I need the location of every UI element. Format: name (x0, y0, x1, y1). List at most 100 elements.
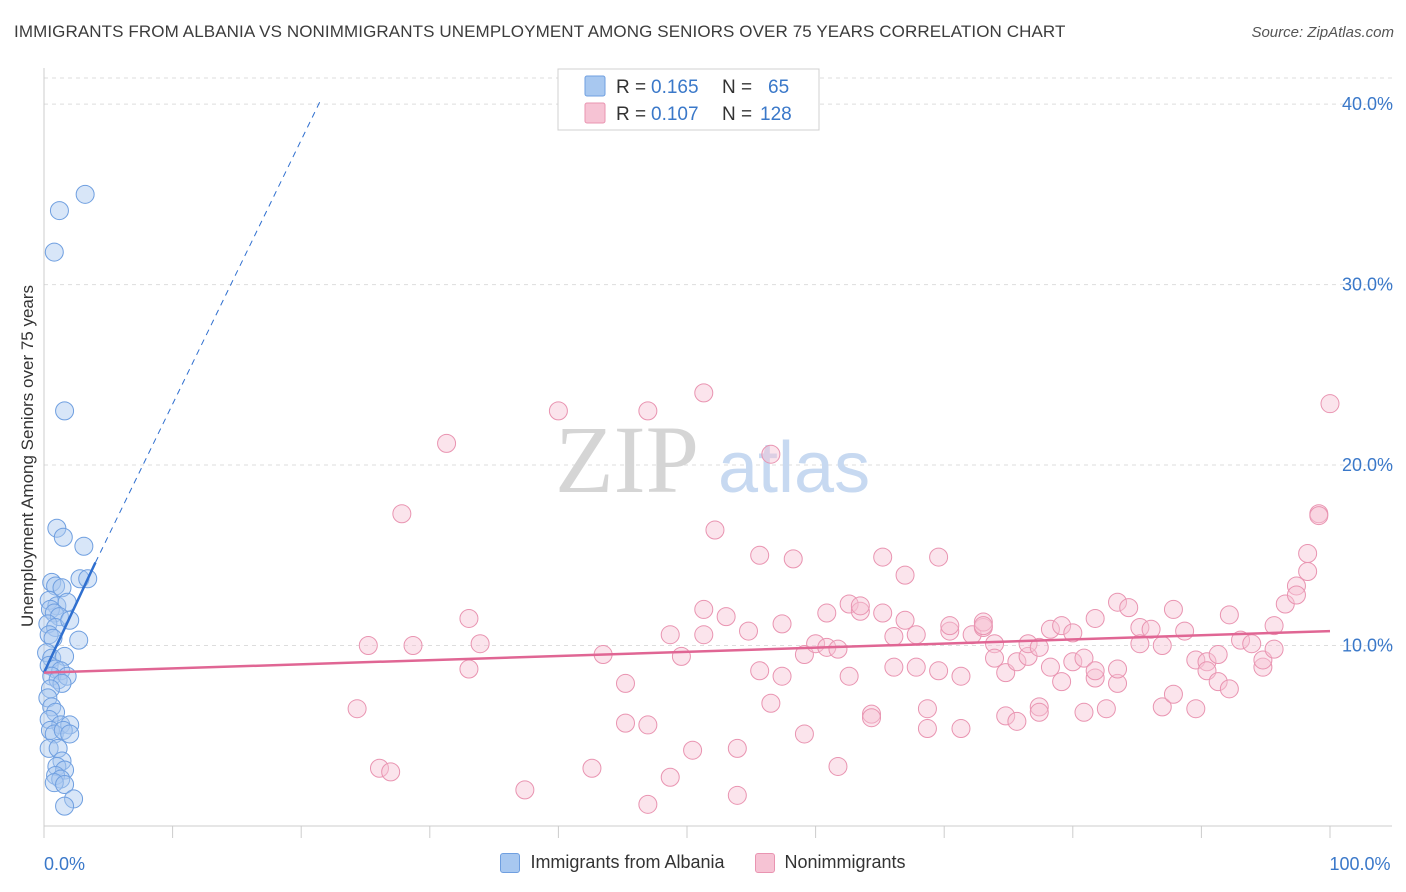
nonimmigrant-point (783, 549, 803, 569)
albania-point (53, 527, 73, 547)
legend-item-nonimmigrants[interactable]: Nonimmigrants (754, 852, 906, 873)
nonimmigrant-point (1298, 543, 1318, 563)
nonimmigrant-point (671, 646, 691, 666)
nonimmigrant-point (727, 785, 747, 805)
nonimmigrant-point (1108, 592, 1128, 612)
nonimmigrant-point (1175, 621, 1195, 641)
nonimmigrant-point (1029, 697, 1049, 717)
nonimmigrant-point (1242, 634, 1262, 654)
nonimmigrant-point (660, 625, 680, 645)
nonimmigrant-point (1264, 616, 1284, 636)
nonimmigrant-point (1163, 684, 1183, 704)
nonimmigrant-point (459, 659, 479, 679)
nonimmigrant-point (1063, 652, 1083, 672)
nonimmigrant-point (638, 715, 658, 735)
nonimmigrant-point (1052, 616, 1072, 636)
albania-point (49, 201, 69, 221)
watermark: ZIP atlas (555, 406, 870, 513)
nonimmigrant-point (1063, 623, 1083, 643)
nonimmigrant-point (985, 634, 1005, 654)
nonimmigrant-point (470, 634, 490, 654)
albania-point (69, 630, 89, 650)
nonimmigrant-point (515, 780, 535, 800)
nonimmigrant-point (839, 666, 859, 686)
nonimmigrant-point (1119, 598, 1139, 618)
nonimmigrant-point (1074, 702, 1094, 722)
nonimmigrant-point (750, 545, 770, 565)
y-tick-label: 20.0% (1342, 455, 1393, 475)
nonimmigrant-point (1096, 699, 1116, 719)
stats-r-label: R = (616, 104, 646, 125)
nonimmigrant-point (850, 596, 870, 616)
nonimmigrant-point (1074, 648, 1094, 668)
grid-lines (44, 77, 1392, 647)
nonimmigrant-point (638, 401, 658, 421)
albania-trend-extension (94, 100, 321, 563)
watermark-atlas: atlas (718, 428, 870, 508)
nonimmigrant-point (996, 706, 1016, 726)
nonimmigrant-point (347, 699, 367, 719)
nonimmigrant-point (694, 599, 714, 619)
albania-point (49, 607, 69, 627)
nonimmigrant-point (392, 504, 412, 524)
stats-box: R = 0.165 N = 65 R = 0.107 N = 128 (557, 68, 820, 131)
nonimmigrant-point (582, 758, 602, 778)
albania-point (75, 184, 95, 204)
nonimmigrant-point (917, 699, 937, 719)
nonimmigrant-point (772, 666, 792, 686)
albania-point (52, 578, 72, 598)
nonimmigrant-point (683, 740, 703, 760)
nonimmigrant-point (1298, 562, 1318, 582)
nonimmigrant-point (358, 636, 378, 656)
x-tick-label: 100.0% (1329, 854, 1390, 874)
nonimmigrant-point (985, 648, 1005, 668)
nonimmigrant-point (381, 762, 401, 782)
nonimmigrant-point (705, 520, 725, 540)
nonimmigrant-point (940, 616, 960, 636)
nonimmigrant-point (817, 603, 837, 623)
chart-title: IMMIGRANTS FROM ALBANIA VS NONIMMIGRANTS… (14, 22, 1066, 41)
nonimmigrant-point (794, 724, 814, 744)
nonimmigrant-point (750, 661, 770, 681)
nonimmigrant-point (828, 756, 848, 776)
albania-point (44, 603, 64, 623)
albania-point (51, 769, 71, 789)
legend: Immigrants from Albania Nonimmigrants (0, 852, 1406, 873)
nonimmigrant-point (1320, 394, 1340, 414)
albania-point (55, 401, 75, 421)
nonimmigrants-trend-line (43, 629, 1331, 674)
nonimmigrant-point (929, 661, 949, 681)
legend-swatch-blue (500, 852, 521, 873)
albania-point (44, 242, 64, 262)
nonimmigrants-points (347, 383, 1340, 814)
nonimmigrant-point (1286, 585, 1306, 605)
legend-item-albania[interactable]: Immigrants from Albania (500, 852, 725, 873)
nonimmigrant-point (369, 758, 389, 778)
nonimmigrant-point (1219, 605, 1239, 625)
y-tick-label: 40.0% (1342, 94, 1393, 114)
stats-n-value: 65 (768, 77, 789, 98)
nonimmigrant-point (1152, 636, 1172, 656)
nonimmigrant-point (1208, 645, 1228, 665)
albania-point (42, 697, 62, 717)
nonimmigrant-point (1163, 599, 1183, 619)
stats-r-value: 0.165 (651, 77, 699, 98)
nonimmigrant-point (1219, 679, 1239, 699)
y-tick-label: 10.0% (1342, 636, 1393, 656)
nonimmigrant-point (917, 719, 937, 739)
nonimmigrant-point (727, 738, 747, 758)
nonimmigrant-point (895, 610, 915, 630)
nonimmigrant-point (1186, 699, 1206, 719)
nonimmigrant-point (906, 625, 926, 645)
nonimmigrant-point (940, 621, 960, 641)
legend-swatch-pink (754, 852, 775, 873)
stats-n-value: 128 (760, 104, 792, 125)
nonimmigrant-point (615, 673, 635, 693)
legend-label: Nonimmigrants (784, 852, 906, 872)
nonimmigrant-point (973, 616, 993, 636)
nonimmigrant-point (694, 625, 714, 645)
nonimmigrant-point (694, 383, 714, 403)
nonimmigrant-point (1029, 702, 1049, 722)
nonimmigrant-point (1130, 634, 1150, 654)
